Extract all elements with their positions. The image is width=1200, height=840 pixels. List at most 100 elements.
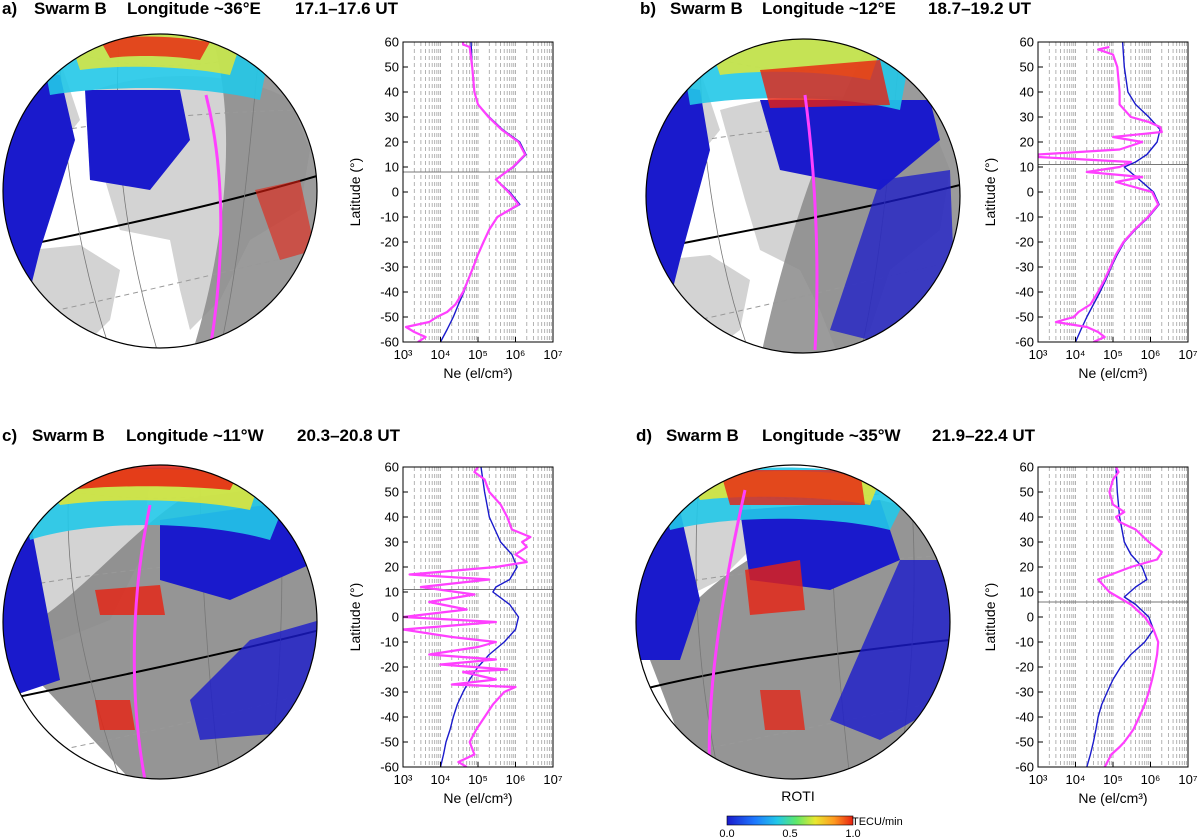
profile-c-xtick-label: 10³ (394, 772, 413, 787)
profile-a-measured-line (404, 42, 527, 342)
profile-a-ytick-label: 20 (385, 135, 399, 150)
profile-a-ytick-label: -20 (380, 235, 399, 250)
profile-d-xtick-label: 10⁴ (1065, 772, 1085, 787)
profile-d-ylabel: Latitude (°) (982, 583, 998, 652)
colorbar-gradient (726, 815, 854, 826)
profile-c-ytick-label: -10 (380, 635, 399, 650)
profile-a-ytick-label: -40 (380, 285, 399, 300)
profile-c-ylabel: Latitude (°) (347, 583, 363, 652)
profile-c-ytick-label: 20 (385, 560, 399, 575)
profile-a-series (404, 42, 527, 342)
panel-b: b) Swarm B Longitude ~12°E 18.7–19.2 UT (640, 0, 1198, 381)
profile-c-xlabel: Ne (el/cm³) (443, 790, 512, 806)
profile-c-xtick-label: 10⁷ (543, 772, 562, 787)
profile-b-ylabel: Latitude (°) (982, 158, 998, 227)
profile-d-ytick-label: -40 (1015, 710, 1034, 725)
profile-c-xtick-label: 10⁵ (468, 772, 488, 787)
profile-c-series (403, 467, 532, 767)
profile-d-ytick-label: 40 (1020, 510, 1034, 525)
profile-a-ytick-label: -60 (380, 335, 399, 350)
panel-a-longitude: Longitude ~36°E (127, 0, 261, 18)
profile-d-ytick-label: 0 (1027, 610, 1034, 625)
profile-a-xtick-label: 10⁷ (543, 347, 562, 362)
profile-a-ytick-label: -10 (380, 210, 399, 225)
profile-d-ytick-label: 60 (1020, 460, 1034, 475)
profile-d-yticks: 60 50 40 30 20 10 0 -10 -20 -30 -40 -50 -60 (1015, 460, 1043, 775)
profile-a-xtick-label: 10⁶ (506, 347, 526, 362)
profile-b-ytick-label: -20 (1015, 235, 1034, 250)
profile-c-measured-line (403, 467, 532, 767)
colorbar-tick-1: 0.5 (782, 828, 797, 840)
profile-d-ytick-label: -30 (1015, 685, 1034, 700)
panel-c-label: c) (2, 426, 17, 445)
profile-a-ytick-label: 40 (385, 85, 399, 100)
profile-d-ytick-label: -10 (1015, 635, 1034, 650)
profile-a-xlabel: Ne (el/cm³) (443, 365, 512, 381)
profile-c-xtick-label: 10⁶ (506, 772, 526, 787)
profile-d-series (1086, 467, 1163, 767)
profile-b-ytick-label: 60 (1020, 35, 1034, 50)
panel-a-time: 17.1–17.6 UT (295, 0, 399, 18)
profile-a-ylabel: Latitude (°) (347, 158, 363, 227)
profile-b-xtick-label: 10⁷ (1178, 347, 1197, 362)
profile-d-xtick-label: 10⁷ (1178, 772, 1197, 787)
profile-d-ytick-label: 20 (1020, 560, 1034, 575)
panel-b-time: 18.7–19.2 UT (928, 0, 1032, 18)
profile-a-xtick-label: 10⁵ (468, 347, 488, 362)
panel-d: d) Swarm B Longitude ~35°W 21.9–22.4 UT (635, 426, 1198, 807)
profile-b-ytick-label: 30 (1020, 110, 1034, 125)
profile-a-ytick-label: 50 (385, 60, 399, 75)
panel-d-time: 21.9–22.4 UT (932, 426, 1036, 445)
profile-b-ytick-label: -60 (1015, 335, 1034, 350)
profile-b-xtick-label: 10⁵ (1103, 347, 1123, 362)
profile-d-xtick-label: 10³ (1029, 772, 1048, 787)
profile-c-grid (413, 467, 552, 767)
profile-c-ytick-label: 10 (385, 585, 399, 600)
globe-a (3, 34, 317, 348)
profile-c-ytick-label: 30 (385, 535, 399, 550)
profile-b-ytick-label: 10 (1020, 160, 1034, 175)
profile-a-yticks: 60 50 40 30 20 10 0 -10 -20 -30 -40 -50 -60 (380, 35, 408, 350)
profile-c-xtick-label: 10⁴ (430, 772, 450, 787)
profile-d-ytick-label: 30 (1020, 535, 1034, 550)
profile-a-ytick-label: -50 (380, 310, 399, 325)
profile-d-xticks: 10³ 10⁴ 10⁵ 10⁶ 10⁷ (1029, 762, 1198, 787)
profile-d-xtick-label: 10⁶ (1141, 772, 1161, 787)
panel-d-longitude: Longitude ~35°W (762, 426, 902, 445)
profile-b-ytick-label: 0 (1027, 185, 1034, 200)
profile-a-model-line (439, 42, 527, 342)
globe-b (646, 39, 960, 353)
profile-c-ytick-label: -50 (380, 735, 399, 750)
profile-b-measured-line (1038, 45, 1163, 342)
profile-a-xtick-label: 10³ (394, 347, 413, 362)
profile-d-measured-line (1096, 467, 1163, 767)
profile-a-ytick-label: 10 (385, 160, 399, 175)
profile-b-ytick-label: -50 (1015, 310, 1034, 325)
profile-c-ytick-label: -60 (380, 760, 399, 775)
profile-c-ytick-label: 60 (385, 460, 399, 475)
panel-c-time: 20.3–20.8 UT (297, 426, 401, 445)
profile-a-ytick-label: 60 (385, 35, 399, 50)
colorbar-tick-2: 1.0 (845, 828, 860, 840)
profile-b-xtick-label: 10⁴ (1065, 347, 1085, 362)
profile-d-xlabel: Ne (el/cm³) (1078, 790, 1147, 806)
panel-a-label: a) (2, 0, 17, 18)
profile-b-xtick-label: 10⁶ (1141, 347, 1161, 362)
profile-d-ytick-label: -60 (1015, 760, 1034, 775)
profile-c-ytick-label: -30 (380, 685, 399, 700)
panel-c: c) Swarm B Longitude ~11°W 20.3–20.8 UT (2, 426, 563, 807)
panel-b-satellite: Swarm B (670, 0, 743, 18)
colorbar: ROTI TECU/min 0.0 0.5 1.0 (719, 788, 902, 840)
profile-d-ytick-label: 50 (1020, 485, 1034, 500)
profile-c-xticks: 10³ 10⁴ 10⁵ 10⁶ 10⁷ (394, 762, 563, 787)
panel-b-longitude: Longitude ~12°E (762, 0, 896, 18)
profile-b-series (1038, 42, 1163, 342)
colorbar-tick-0: 0.0 (719, 828, 734, 840)
profile-c-ytick-label: -20 (380, 660, 399, 675)
profile-b-grid (1048, 42, 1187, 342)
